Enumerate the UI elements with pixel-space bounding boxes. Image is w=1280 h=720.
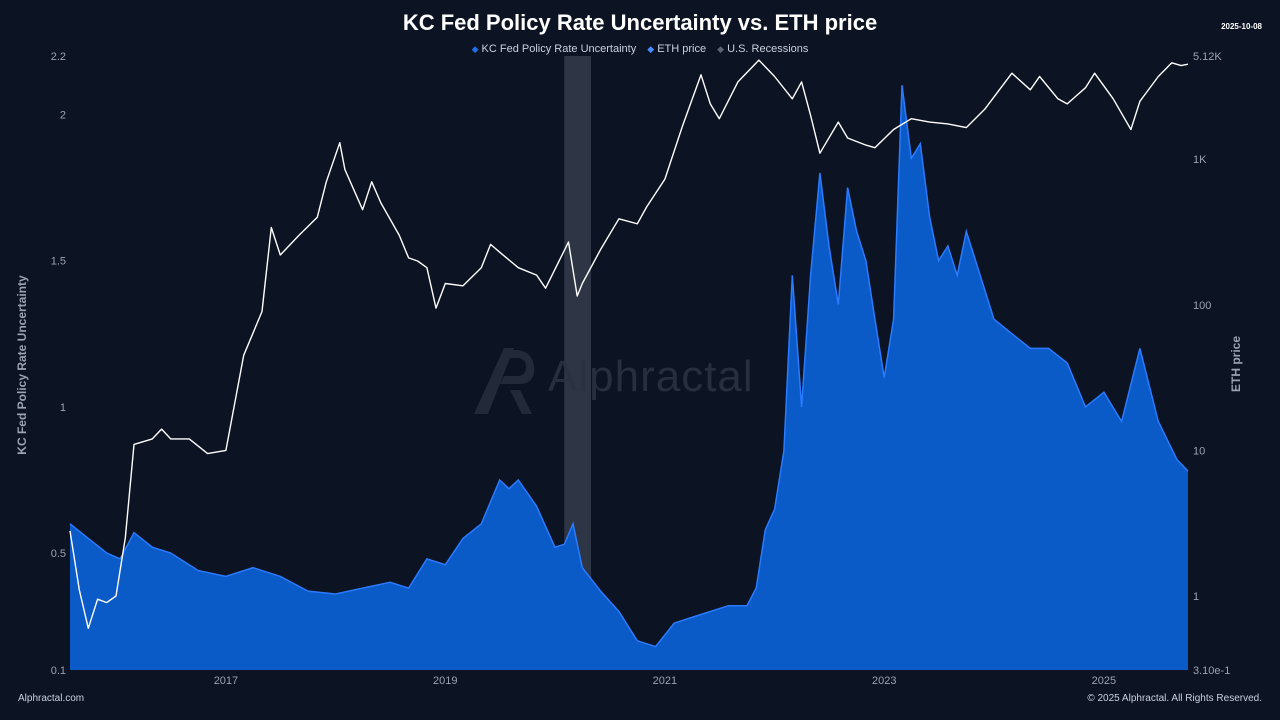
legend-uncertainty-marker-icon: ◆ xyxy=(471,44,479,54)
legend-item-eth[interactable]: ◆ ETH price xyxy=(647,43,706,55)
alphractal-logo-icon xyxy=(470,344,540,427)
left-axis-label: KC Fed Policy Rate Uncertainty xyxy=(15,275,29,455)
uncertainty-line xyxy=(69,85,1189,648)
left-tick-label: 1.5 xyxy=(51,256,66,268)
legend: ◆ KC Fed Policy Rate Uncertainty ◆ ETH pri… xyxy=(0,43,1280,55)
legend-recessions-marker-icon: ◆ xyxy=(717,44,725,54)
right-tick-label: 10 xyxy=(1193,445,1205,457)
x-tick-label: 2023 xyxy=(872,675,896,687)
footer-site: Alphractal.com xyxy=(18,693,85,704)
left-tick-label: 2 xyxy=(60,109,66,121)
right-tick-label: 1K xyxy=(1193,154,1207,166)
eth-price-line xyxy=(69,59,1189,629)
legend-eth-marker-icon: ◆ xyxy=(647,44,655,54)
right-tick-label: 100 xyxy=(1193,300,1211,312)
left-tick-label: 2.2 xyxy=(51,51,66,63)
right-tick-label: 5.12K xyxy=(1193,51,1222,63)
x-tick-label: 2017 xyxy=(214,675,238,687)
legend-recessions-label: U.S. Recessions xyxy=(727,43,809,55)
right-tick-label: 3.10e-1 xyxy=(1193,665,1230,677)
legend-item-recessions[interactable]: ◆ U.S. Recessions xyxy=(717,43,808,55)
watermark: Alphractal xyxy=(470,340,830,420)
footer-copyright: © 2025 Alphractal. All Rights Reserved. xyxy=(1087,693,1262,704)
x-tick-label: 2019 xyxy=(433,675,457,687)
chart-date: 2025-10-08 xyxy=(1221,22,1262,31)
legend-eth-label: ETH price xyxy=(657,43,707,55)
legend-item-uncertainty[interactable]: ◆ KC Fed Policy Rate Uncertainty xyxy=(472,43,637,55)
left-tick-label: 1 xyxy=(60,402,66,414)
legend-uncertainty-label: KC Fed Policy Rate Uncertainty xyxy=(481,43,637,55)
chart-title: KC Fed Policy Rate Uncertainty vs. ETH p… xyxy=(402,10,878,35)
x-tick-label: 2021 xyxy=(653,675,677,687)
watermark-text: Alphractal xyxy=(548,352,754,401)
right-tick-label: 1 xyxy=(1193,591,1199,603)
left-tick-label: 0.1 xyxy=(51,665,66,677)
left-tick-label: 0.5 xyxy=(51,548,66,560)
right-axis-label: ETH price xyxy=(1229,335,1243,393)
uncertainty-area xyxy=(70,85,1188,670)
x-tick-label: 2025 xyxy=(1092,675,1116,687)
